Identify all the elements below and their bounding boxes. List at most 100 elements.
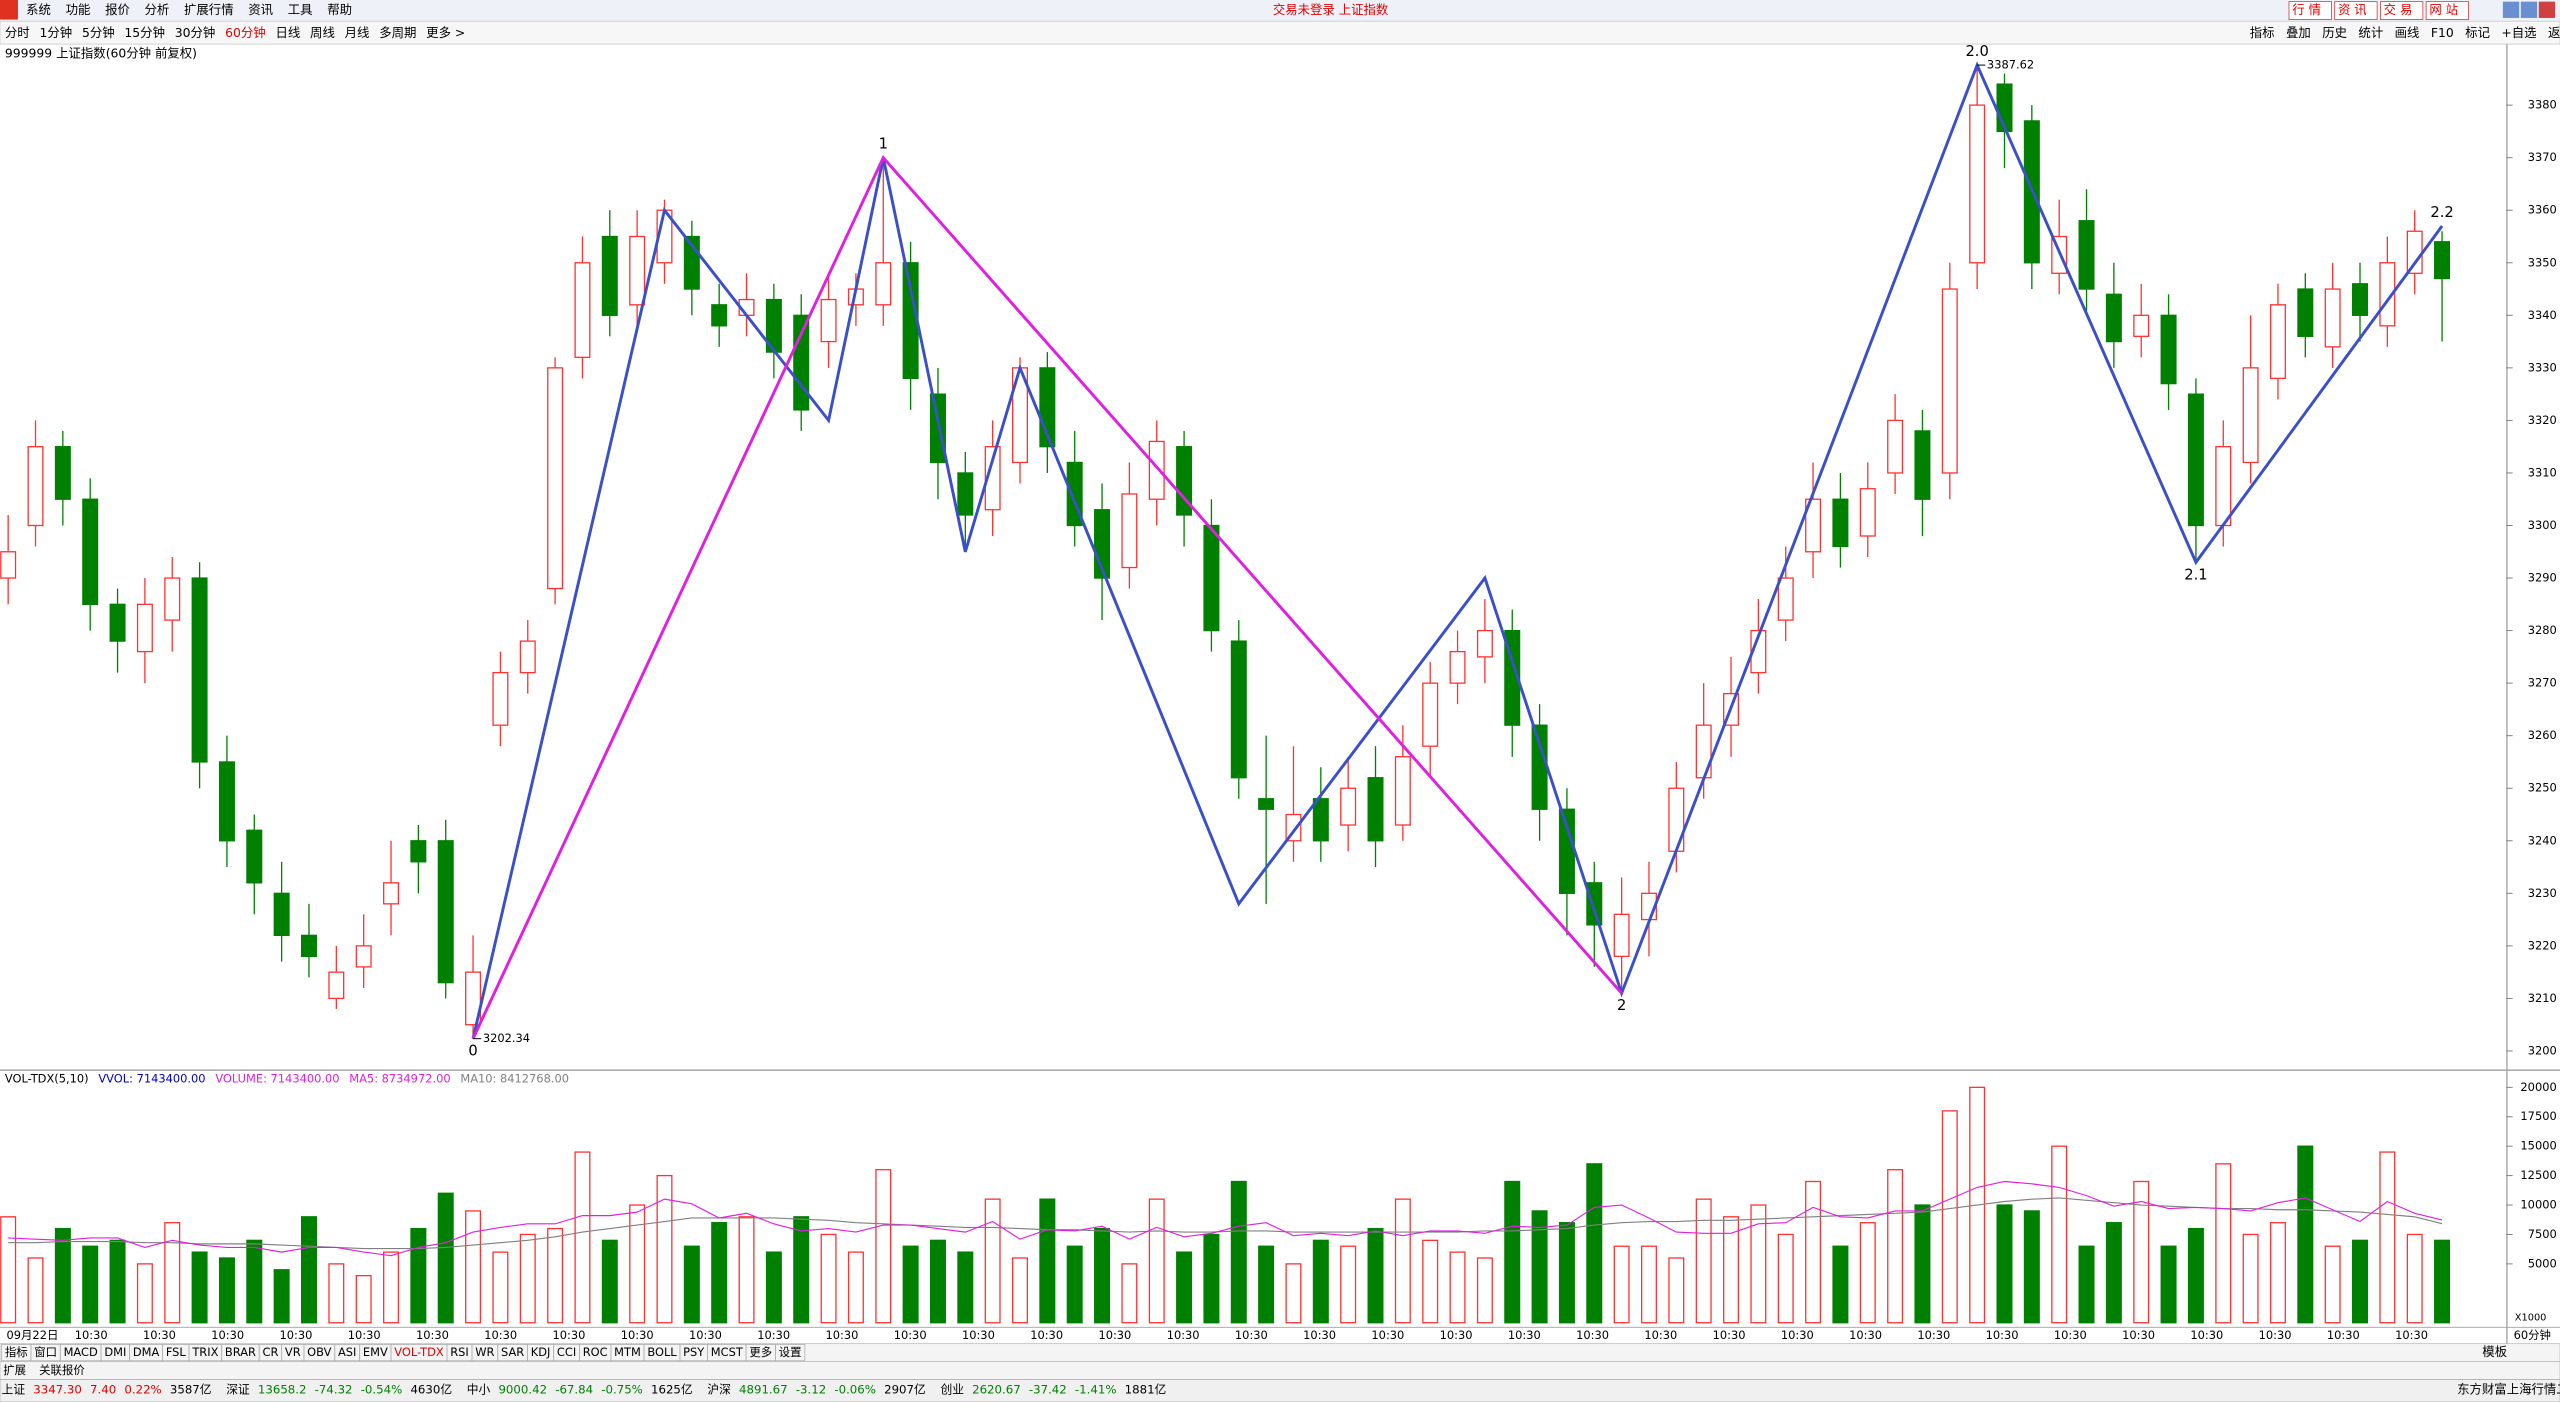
- period-tab[interactable]: 5分钟: [82, 25, 115, 40]
- tool-button[interactable]: 返回: [2548, 25, 2560, 40]
- indicator-tab[interactable]: BOLL: [647, 1345, 677, 1359]
- tool-button[interactable]: 画线: [2395, 25, 2420, 40]
- wave-label: 2: [1617, 997, 1626, 1014]
- y-tick-label: 3340: [2528, 308, 2557, 322]
- menu-item[interactable]: 功能: [66, 2, 91, 17]
- indicator-tab[interactable]: MACD: [64, 1345, 98, 1359]
- volume-bar: [218, 1257, 235, 1324]
- period-tab[interactable]: 分时: [5, 25, 30, 40]
- candle-body: [82, 498, 99, 605]
- indicator-tab[interactable]: RSI: [450, 1345, 469, 1359]
- indicator-tab[interactable]: 更多: [749, 1345, 772, 1359]
- indicator-tab[interactable]: CCI: [557, 1345, 576, 1359]
- indicator-tab[interactable]: VOL-TDX: [394, 1345, 444, 1359]
- menu-item[interactable]: 扩展行情: [184, 2, 234, 17]
- volume-bar: [1476, 1257, 1493, 1324]
- indicator-tab[interactable]: 设置: [779, 1345, 802, 1359]
- tool-button[interactable]: 叠加: [2286, 25, 2311, 40]
- period-tab[interactable]: 60分钟: [225, 25, 266, 40]
- period-tab[interactable]: 周线: [310, 25, 335, 40]
- candle-body: [601, 235, 618, 316]
- indicator-tab[interactable]: ROC: [583, 1345, 608, 1359]
- app-icon: [0, 0, 18, 20]
- volume-bar: [1422, 1239, 1439, 1324]
- x-tick-label: 10:30: [1098, 1328, 1131, 1342]
- indicator-tab[interactable]: PSY: [683, 1345, 704, 1359]
- candle-body: [191, 577, 208, 763]
- x-tick-label: 10:30: [1576, 1328, 1609, 1342]
- sub-tab[interactable]: 关联报价: [39, 1363, 85, 1377]
- indicator-tab[interactable]: MCST: [711, 1345, 743, 1359]
- tool-button[interactable]: 指标: [2250, 25, 2275, 40]
- x-tick-label: 10:30: [552, 1328, 585, 1342]
- volume-bar: [2269, 1222, 2286, 1324]
- indicator-tab[interactable]: VR: [285, 1345, 301, 1359]
- top-button[interactable]: 资 讯: [2338, 2, 2367, 17]
- wave-label: 2.2: [2430, 204, 2453, 221]
- tool-button[interactable]: 统计: [2358, 25, 2383, 40]
- volume-bar: [1449, 1251, 1466, 1324]
- volume-bar: [2242, 1233, 2259, 1324]
- period-tab[interactable]: 多周期: [379, 25, 416, 40]
- indicator-tab[interactable]: OBV: [307, 1345, 331, 1359]
- top-button[interactable]: 交 易: [2384, 2, 2413, 17]
- candle-body: [328, 971, 345, 1000]
- status-change: -3.12: [796, 1383, 826, 1397]
- indicator-tab[interactable]: 窗口: [34, 1345, 57, 1359]
- wave-line: [471, 155, 1623, 1040]
- candle-body: [492, 671, 509, 726]
- indicator-tab[interactable]: ASI: [338, 1345, 356, 1359]
- volume-bar: [2133, 1180, 2150, 1324]
- indicator-tab[interactable]: DMI: [104, 1345, 126, 1359]
- tool-button[interactable]: F10: [2431, 25, 2454, 40]
- tool-button[interactable]: 历史: [2322, 25, 2347, 40]
- indicator-tab[interactable]: BRAR: [225, 1345, 256, 1359]
- indicator-tab[interactable]: WR: [475, 1345, 494, 1359]
- period-tab[interactable]: 月线: [345, 25, 370, 40]
- window-control[interactable]: [2520, 1, 2538, 18]
- volume-bar: [1558, 1222, 1575, 1324]
- x-tick-label: 10:30: [962, 1328, 995, 1342]
- candle-body: [355, 945, 372, 968]
- volume-bar: [820, 1233, 837, 1324]
- candle-body: [2434, 241, 2451, 280]
- window-control[interactable]: [2502, 1, 2520, 18]
- sub-tab[interactable]: 扩展: [3, 1363, 26, 1377]
- template-button[interactable]: 模板: [2482, 1344, 2507, 1359]
- menu-item[interactable]: 资讯: [248, 2, 273, 17]
- period-tab[interactable]: 更多 >: [426, 25, 465, 40]
- indicator-tab[interactable]: 指标: [5, 1345, 28, 1359]
- window-control[interactable]: [2538, 1, 2556, 18]
- volume-bar: [2023, 1210, 2040, 1324]
- indicator-tab[interactable]: DMA: [133, 1345, 160, 1359]
- menu-item[interactable]: 分析: [145, 2, 170, 17]
- top-button-frame: [2380, 1, 2424, 20]
- menu-item[interactable]: 系统: [26, 2, 51, 17]
- period-tab[interactable]: 30分钟: [175, 25, 216, 40]
- indicator-tab[interactable]: SAR: [501, 1345, 524, 1359]
- period-tab[interactable]: 日线: [275, 25, 300, 40]
- volume-bar: [1914, 1204, 1931, 1324]
- y-tick-label: 3370: [2528, 150, 2557, 164]
- top-button[interactable]: 行 情: [2292, 2, 2321, 17]
- period-tab[interactable]: 15分钟: [124, 25, 165, 40]
- indicator-tab[interactable]: FSL: [166, 1345, 187, 1359]
- period-tab[interactable]: 1分钟: [39, 25, 72, 40]
- menu-item[interactable]: 报价: [105, 2, 130, 17]
- tool-button[interactable]: 标记: [2465, 25, 2490, 40]
- tool-button[interactable]: +自选: [2501, 25, 2536, 40]
- volume-bar: [54, 1227, 71, 1324]
- period-label: 60分钟: [2514, 1328, 2551, 1342]
- menu-item[interactable]: 帮助: [327, 2, 352, 17]
- y-tick-label: 5000: [2528, 1256, 2557, 1270]
- indicator-tab[interactable]: TRIX: [191, 1345, 218, 1359]
- indicator-tab[interactable]: KDJ: [531, 1345, 551, 1359]
- indicator-tab[interactable]: EMV: [363, 1345, 388, 1359]
- indicator-tab[interactable]: MTM: [614, 1345, 641, 1359]
- indicator-tab[interactable]: CR: [262, 1345, 278, 1359]
- menu-item[interactable]: 工具: [288, 2, 313, 17]
- candle-body: [2078, 220, 2095, 290]
- x-tick-label: 10:30: [2259, 1328, 2292, 1342]
- top-button[interactable]: 网 站: [2429, 2, 2458, 17]
- candle-body: [1394, 756, 1411, 826]
